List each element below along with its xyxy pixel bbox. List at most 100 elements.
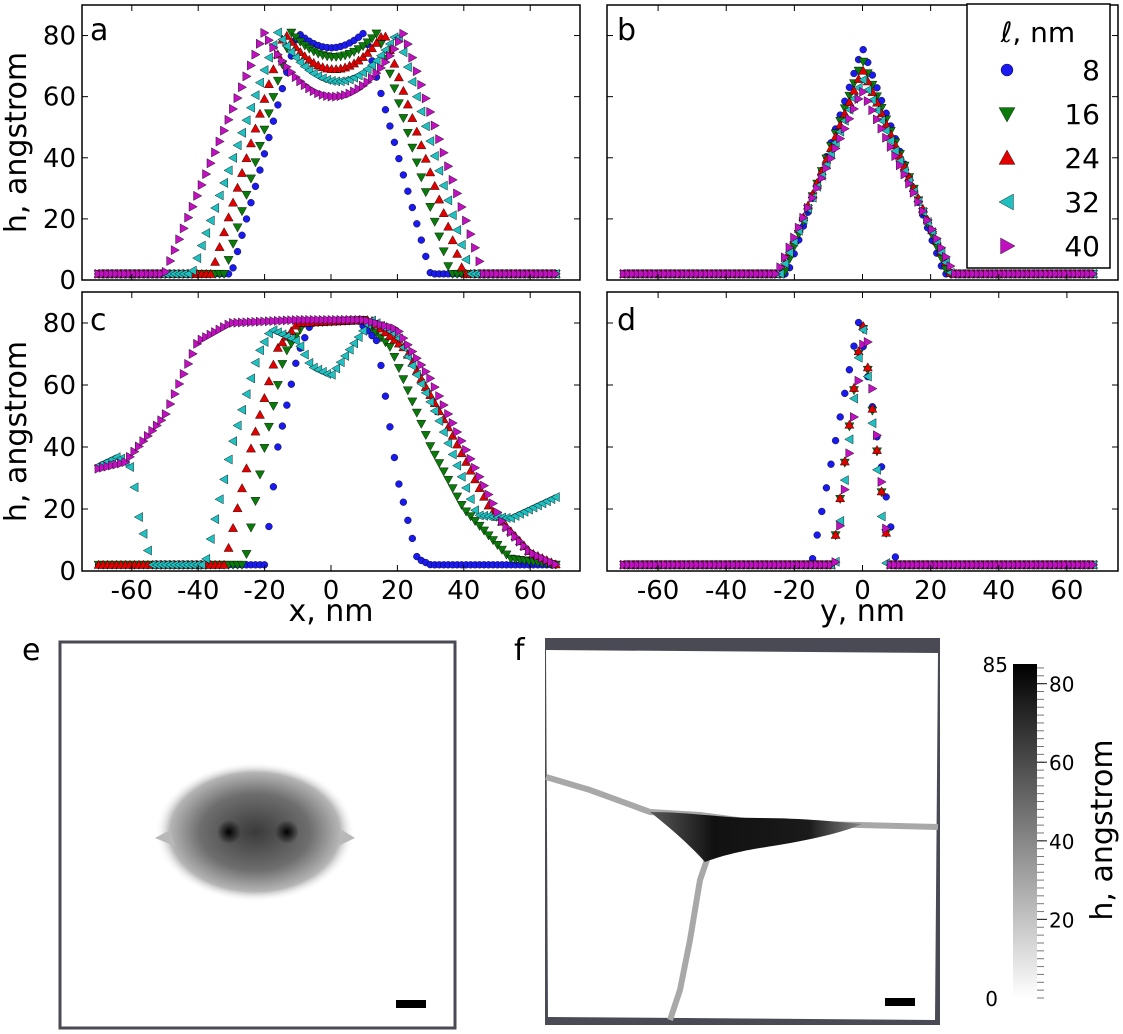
data-point-triangle-right (845, 448, 855, 459)
data-point-circle (381, 106, 390, 114)
data-point-triangle-left (232, 140, 242, 151)
data-point-triangle-right (702, 559, 712, 570)
data-point-triangle-left (420, 387, 430, 398)
data-point-triangle-right (291, 72, 301, 83)
data-point-triangle-left (241, 115, 251, 126)
data-point-triangle-left (201, 553, 211, 564)
data-point-triangle-up (268, 359, 279, 369)
data-point-triangle-right (1001, 268, 1011, 279)
data-point-triangle-right (1052, 559, 1062, 570)
data-point-triangle-right (287, 67, 297, 78)
data-point-triangle-up (362, 47, 373, 57)
y-tick-label: 40 (43, 144, 76, 174)
data-point-triangle-up (862, 362, 873, 372)
data-point-triangle-left (133, 512, 143, 522)
data-point-triangle-right (974, 268, 984, 279)
data-point-triangle-right (854, 375, 864, 386)
data-point-triangle-right (502, 268, 512, 279)
data-point-triangle-up (263, 79, 274, 88)
data-point-triangle-up (844, 96, 855, 106)
data-point-triangle-right (1015, 268, 1025, 279)
data-point-triangle-right (1038, 559, 1048, 570)
data-point-triangle-right (412, 353, 422, 364)
colorbar-min-label: 0 (985, 987, 998, 1011)
data-point-triangle-right (242, 71, 252, 82)
legend-entry-40: 40 (1000, 230, 1100, 263)
data-point-triangle-right (359, 80, 369, 91)
data-point-triangle-down (353, 45, 364, 55)
data-point-triangle-right (679, 559, 689, 570)
data-point-triangle-up (402, 99, 413, 109)
data-point-triangle-right (170, 389, 180, 399)
data-point-triangle-right (103, 268, 113, 279)
data-point-triangle-right (886, 559, 896, 570)
data-point-triangle-down (362, 38, 373, 48)
data-point-triangle-down (425, 203, 436, 212)
data-point-triangle-right (265, 316, 274, 327)
data-point-triangle-right (1015, 559, 1025, 570)
data-point-triangle-up (255, 108, 265, 118)
data-point-triangle-right (130, 268, 140, 279)
data-point-triangle-down (237, 207, 247, 217)
legend-marker-triangle-down (998, 107, 1016, 123)
data-point-triangle-right (184, 212, 194, 223)
data-point-triangle-left (876, 511, 886, 522)
data-point-triangle-right (942, 251, 951, 262)
data-point-triangle-right (412, 66, 422, 77)
data-point-triangle-up (830, 529, 841, 539)
data-point-triangle-up (272, 342, 283, 352)
data-point-circle (265, 522, 273, 531)
panel-label-b: b (617, 13, 636, 48)
data-point-triangle-left (839, 475, 849, 486)
data-point-triangle-down (250, 158, 261, 168)
data-point-triangle-right (269, 316, 279, 326)
panel-c-ylabel: h, angstrom (0, 341, 34, 522)
data-point-triangle-right (725, 559, 735, 570)
data-point-circle (408, 534, 416, 543)
data-point-triangle-right (157, 268, 167, 279)
data-point-triangle-right (1084, 559, 1094, 570)
data-point-triangle-right (197, 180, 207, 190)
data-point-triangle-right (725, 268, 735, 279)
data-point-triangle-right (206, 329, 216, 340)
data-point-triangle-right (813, 559, 823, 570)
data-point-triangle-right (675, 559, 685, 570)
data-point-triangle-left (299, 61, 309, 72)
data-point-triangle-right (475, 256, 485, 267)
data-point-circle (256, 166, 264, 174)
data-point-triangle-right (520, 268, 530, 279)
data-point-triangle-right (955, 559, 965, 570)
data-point-triangle-right (300, 314, 310, 325)
data-point-triangle-right (992, 268, 1002, 279)
data-point-triangle-left (420, 121, 430, 132)
data-point-triangle-right (233, 317, 243, 328)
data-point-triangle-right (498, 516, 507, 527)
data-point-triangle-right (484, 268, 494, 279)
data-point-triangle-right (480, 480, 490, 491)
data-point-triangle-down (429, 450, 440, 460)
data-point-triangle-right (305, 83, 315, 94)
data-point-triangle-right (372, 318, 382, 329)
data-point-triangle-right (336, 314, 346, 325)
data-point-triangle-right (256, 316, 265, 327)
y-tick-label: 80 (43, 309, 76, 339)
data-point-triangle-up (250, 123, 261, 133)
data-point-triangle-right (886, 141, 896, 152)
legend-marker-triangle-right (1000, 237, 1016, 255)
data-point-triangle-down (447, 484, 458, 494)
y-tick-label: 60 (43, 83, 76, 113)
data-point-circle (269, 483, 278, 491)
data-point-triangle-up (246, 443, 256, 453)
data-point-triangle-left (290, 52, 300, 63)
data-point-triangle-right (161, 266, 171, 277)
data-point-circle (283, 401, 291, 409)
data-point-triangle-down (443, 475, 454, 485)
data-point-triangle-right (661, 268, 671, 279)
data-point-triangle-right (341, 90, 351, 101)
scale-bar-e (396, 1000, 426, 1008)
data-point-triangle-right (238, 317, 248, 328)
data-point-triangle-right (547, 557, 557, 568)
data-point-triangle-right (466, 453, 476, 464)
data-point-triangle-up (452, 248, 463, 258)
data-point-triangle-right (112, 268, 122, 279)
